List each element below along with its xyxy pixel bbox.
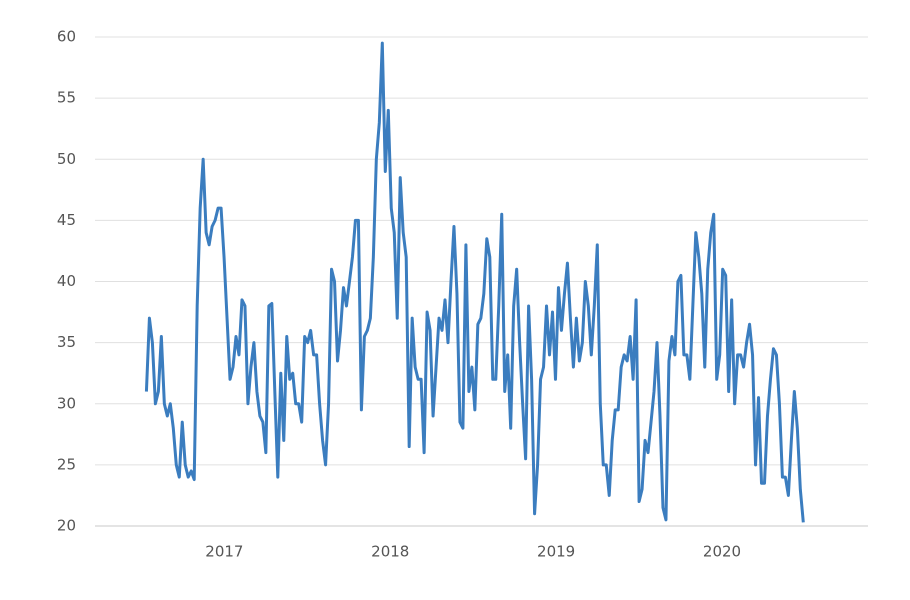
data-line (144, 41, 805, 523)
y-tick-label: 45 (57, 211, 76, 229)
y-tick-label: 25 (57, 455, 76, 473)
y-tick-label: 55 (57, 89, 76, 107)
x-tick-label: 2019 (537, 543, 575, 561)
y-tick-label: 30 (57, 394, 76, 412)
y-tick-label: 20 (57, 517, 76, 535)
x-tick-label: 2018 (371, 543, 409, 561)
y-tick-label: 40 (57, 272, 76, 290)
x-tick-label: 2020 (703, 543, 741, 561)
y-tick-label: 35 (57, 333, 76, 351)
y-tick-label: 60 (57, 28, 76, 46)
y-tick-label: 50 (57, 150, 76, 168)
x-tick-label: 2017 (205, 543, 243, 561)
